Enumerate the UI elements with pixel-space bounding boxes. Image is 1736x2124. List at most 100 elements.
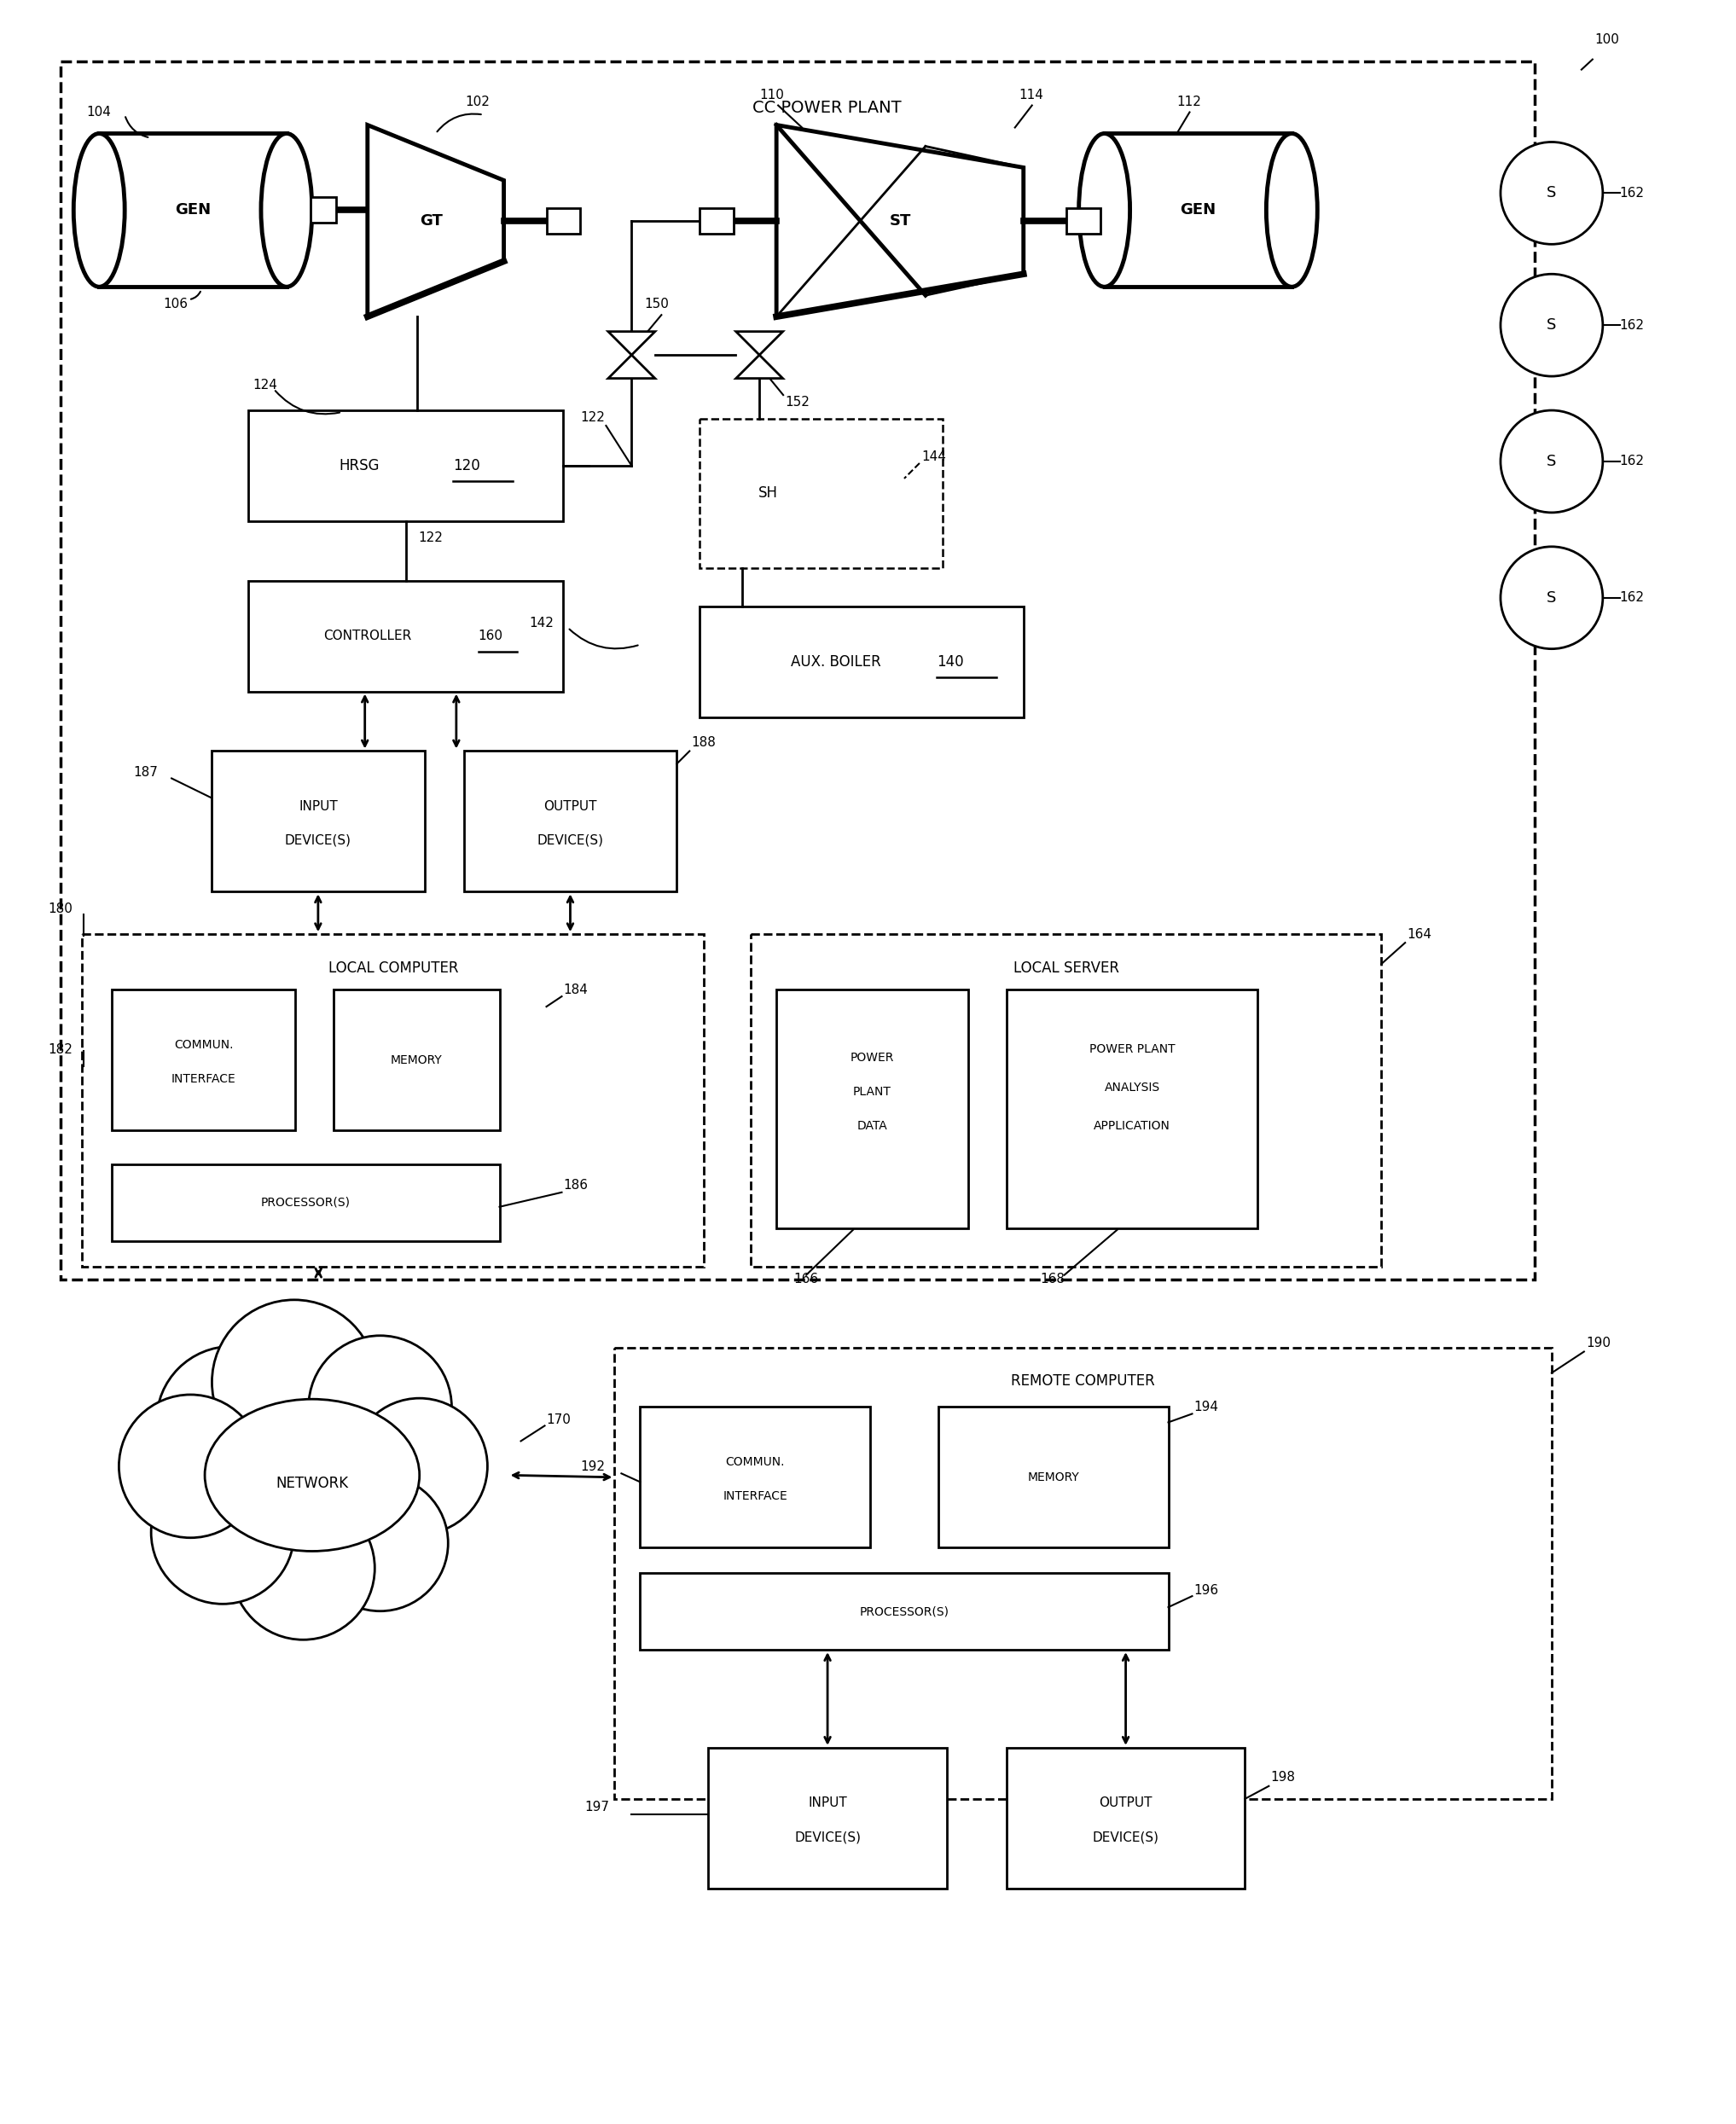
Text: 188: 188 — [691, 737, 715, 750]
Text: 170: 170 — [547, 1412, 571, 1425]
FancyArrowPatch shape — [437, 115, 481, 132]
Text: CC POWER PLANT: CC POWER PLANT — [753, 100, 901, 117]
Text: ST: ST — [889, 215, 911, 229]
Bar — [752, 935, 1382, 1266]
Text: POWER PLANT: POWER PLANT — [1088, 1043, 1175, 1056]
Text: 162: 162 — [1620, 187, 1644, 200]
Text: 166: 166 — [793, 1272, 818, 1285]
Bar — [615, 1347, 1552, 1799]
Text: 142: 142 — [529, 616, 554, 629]
Circle shape — [1500, 274, 1602, 376]
Text: REMOTE COMPUTER: REMOTE COMPUTER — [1010, 1374, 1154, 1389]
Bar — [776, 990, 969, 1228]
FancyArrowPatch shape — [191, 291, 200, 299]
Text: 168: 168 — [1040, 1272, 1066, 1285]
Bar — [937, 1406, 1168, 1548]
Bar — [700, 418, 943, 567]
Polygon shape — [368, 125, 503, 316]
Text: AUX. BOILER: AUX. BOILER — [792, 654, 882, 669]
Bar — [1007, 990, 1259, 1228]
Text: 180: 180 — [49, 903, 73, 915]
Text: 194: 194 — [1194, 1400, 1219, 1412]
Text: GT: GT — [420, 215, 443, 229]
Bar — [333, 990, 500, 1130]
Text: 162: 162 — [1620, 455, 1644, 467]
Text: 120: 120 — [453, 459, 479, 474]
Text: S: S — [1547, 590, 1557, 605]
Text: PROCESSOR(S): PROCESSOR(S) — [859, 1606, 950, 1616]
Text: 106: 106 — [163, 297, 187, 310]
Text: 140: 140 — [937, 654, 963, 669]
Bar — [547, 208, 580, 234]
Text: MEMORY: MEMORY — [1028, 1472, 1080, 1483]
Text: 186: 186 — [564, 1179, 589, 1192]
Text: S: S — [1547, 185, 1557, 202]
FancyArrowPatch shape — [276, 391, 340, 414]
Bar — [1104, 134, 1292, 287]
Text: 196: 196 — [1194, 1585, 1219, 1597]
Bar — [111, 1164, 500, 1240]
Bar — [700, 208, 734, 234]
Text: 112: 112 — [1177, 96, 1201, 108]
Text: COMMUN.: COMMUN. — [726, 1457, 785, 1468]
Ellipse shape — [1266, 134, 1318, 287]
Bar — [248, 410, 564, 520]
Ellipse shape — [73, 134, 125, 287]
Text: CONTROLLER: CONTROLLER — [323, 629, 411, 641]
Text: 162: 162 — [1620, 590, 1644, 603]
Text: POWER: POWER — [851, 1051, 894, 1064]
Text: S: S — [1547, 455, 1557, 469]
Polygon shape — [608, 355, 654, 378]
Bar — [99, 134, 286, 287]
Text: 124: 124 — [252, 378, 278, 391]
Ellipse shape — [260, 134, 312, 287]
Text: HRSG: HRSG — [339, 459, 378, 474]
Text: 152: 152 — [785, 395, 809, 408]
FancyArrowPatch shape — [125, 117, 148, 138]
Text: PROCESSOR(S): PROCESSOR(S) — [260, 1196, 351, 1209]
Text: LOCAL COMPUTER: LOCAL COMPUTER — [328, 960, 458, 975]
Text: OUTPUT: OUTPUT — [543, 801, 597, 813]
Text: 122: 122 — [418, 531, 443, 544]
Text: NETWORK: NETWORK — [276, 1476, 349, 1491]
Text: 198: 198 — [1271, 1771, 1295, 1784]
Bar — [464, 752, 677, 892]
Circle shape — [1500, 142, 1602, 244]
Text: 102: 102 — [465, 96, 490, 108]
Circle shape — [1500, 546, 1602, 648]
Circle shape — [1500, 410, 1602, 512]
Text: 164: 164 — [1406, 928, 1432, 941]
Text: INPUT: INPUT — [299, 801, 337, 813]
Text: PLANT: PLANT — [852, 1085, 891, 1098]
Polygon shape — [776, 125, 1024, 316]
Bar — [311, 198, 337, 223]
Text: 182: 182 — [49, 1043, 73, 1056]
Text: 144: 144 — [922, 450, 946, 463]
Text: 150: 150 — [644, 297, 668, 310]
Text: ANALYSIS: ANALYSIS — [1104, 1081, 1160, 1094]
Text: 184: 184 — [564, 983, 589, 996]
Text: APPLICATION: APPLICATION — [1094, 1119, 1170, 1132]
Text: 162: 162 — [1620, 319, 1644, 331]
Text: 100: 100 — [1594, 34, 1620, 47]
Ellipse shape — [1078, 134, 1130, 287]
Bar — [212, 752, 425, 892]
Text: DEVICE(S): DEVICE(S) — [795, 1831, 861, 1844]
Bar — [641, 1406, 870, 1548]
Text: 104: 104 — [87, 106, 111, 119]
Bar — [111, 990, 295, 1130]
Text: OUTPUT: OUTPUT — [1099, 1797, 1153, 1810]
Text: DEVICE(S): DEVICE(S) — [285, 835, 351, 847]
Text: COMMUN.: COMMUN. — [174, 1039, 233, 1051]
Polygon shape — [736, 331, 783, 355]
Text: DATA: DATA — [858, 1119, 887, 1132]
Polygon shape — [608, 331, 654, 355]
Bar — [82, 935, 705, 1266]
Text: GEN: GEN — [1180, 202, 1217, 219]
Text: 197: 197 — [585, 1801, 609, 1814]
Text: LOCAL SERVER: LOCAL SERVER — [1014, 960, 1120, 975]
Text: MEMORY: MEMORY — [391, 1054, 443, 1066]
Text: 190: 190 — [1585, 1336, 1611, 1349]
Text: 160: 160 — [477, 629, 503, 641]
Text: 192: 192 — [580, 1459, 606, 1474]
